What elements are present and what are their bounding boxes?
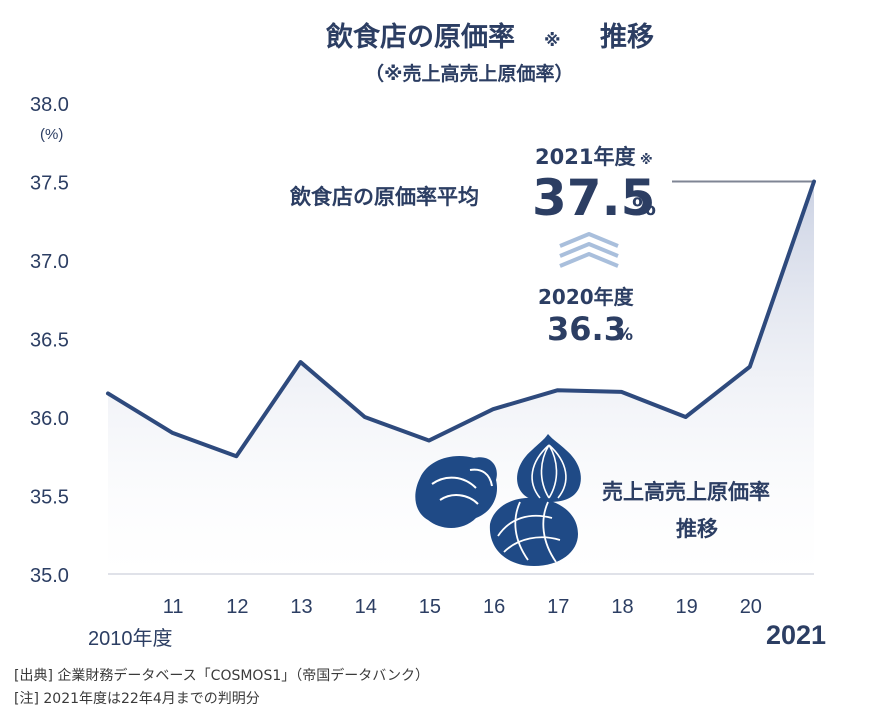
x-tick-label: 14 [355,596,377,618]
y-tick-label: 36.5 [30,330,69,352]
area-layer [108,181,814,574]
y-ticks: 35.0 35.5 36.0 36.5 37.0 37.5 38.0 [30,94,69,587]
data-point [748,365,752,369]
y-tick-label: 37.5 [30,173,69,195]
current-unit: % [632,193,656,221]
data-point [812,180,816,183]
previous-value: 36.3 [547,310,626,348]
current-value: 37.5 [532,169,655,227]
series-label-line1: 売上高売上原価率 [602,480,770,504]
pepper-icon [415,456,498,528]
average-label: 飲食店の原価率平均 [289,185,479,209]
x-tick-label: 15 [419,596,441,618]
series-line [106,179,816,459]
y-tick-label: 38.0 [30,94,69,116]
x-tick-label: 2021 [766,620,826,650]
data-point [491,407,495,411]
y-tick-label: 36.0 [30,408,69,430]
y-tick-label: 37.0 [30,251,69,273]
data-point [299,360,303,364]
data-point [684,415,688,419]
onion-icon [517,434,581,502]
data-point [234,454,238,458]
series-area [108,181,814,574]
chart-title-mark: ※ [544,31,561,51]
previous-unit: % [616,325,633,345]
data-point [363,415,367,419]
note-footnote: [注] 2021年度は22年4月までの判明分 [14,691,260,707]
y-axis-unit: (%) [40,126,63,143]
cabbage-icon [489,497,578,566]
y-tick-label: 35.5 [30,487,69,509]
x-tick-label: 13 [290,596,312,618]
chart-title-suffix: 推移 [600,22,654,53]
x-tick-label: 11 [163,596,184,618]
data-point [555,388,559,392]
data-point [619,390,623,394]
series-label-line2: 推移 [676,517,718,541]
data-point [170,431,174,435]
vegetables-icon [415,434,581,566]
data-point [427,439,431,443]
current-year-label: 2021年度 [535,145,635,169]
x-tick-label: 18 [611,596,633,618]
previous-year-label: 2020年度 [538,285,635,309]
line-layer [106,179,816,459]
x-tick-label: 20 [740,596,762,618]
axis-layer [108,180,814,575]
source-footnote: [出典] 企業財務データベース「COSMOS1」（帝国データバンク） [14,668,429,684]
x-tick-label: 16 [483,596,505,618]
x-tick-label: 17 [547,596,569,618]
current-year-mark: ※ [640,153,653,168]
y-tick-label: 35.0 [30,565,69,587]
chart-subtitle: （※売上高売上原価率） [365,62,573,85]
x-tick-label: 19 [676,596,698,618]
data-point [106,391,110,395]
x-tick-label: 2010年度 [88,627,173,650]
x-tick-label: 12 [226,596,248,618]
chart-title: 飲食店の原価率 [325,21,515,53]
increase-arrow-icon [559,232,619,268]
